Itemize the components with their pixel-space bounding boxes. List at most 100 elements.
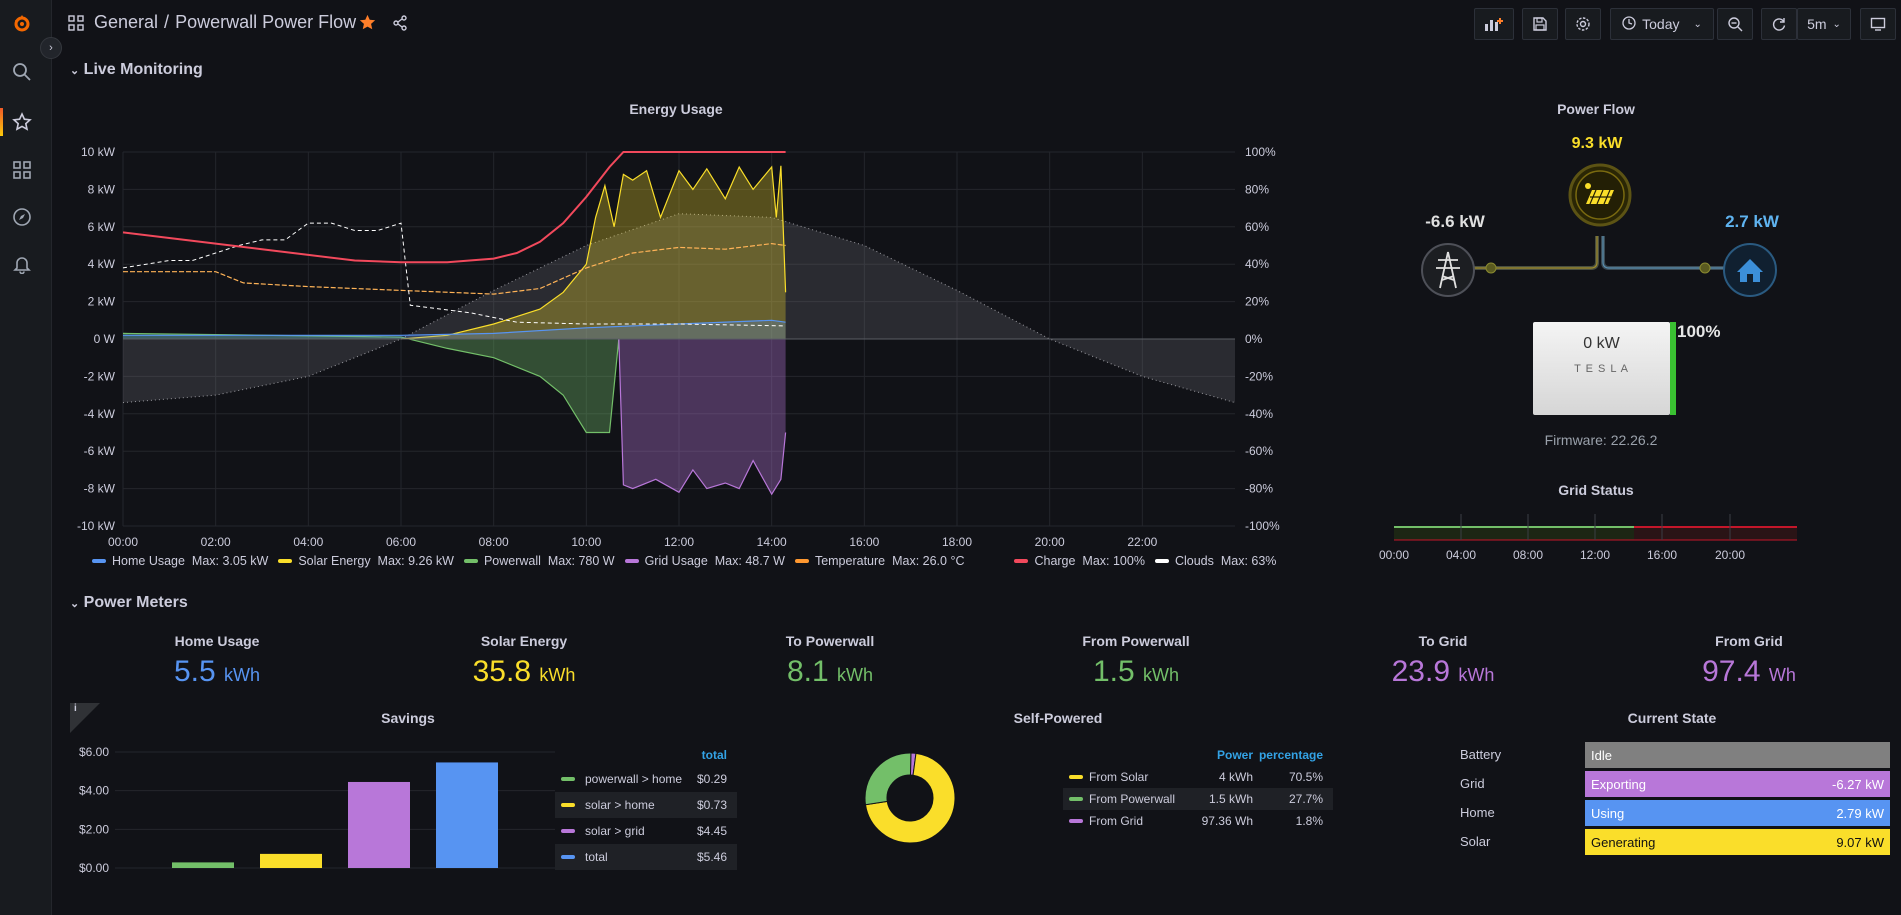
grid-tower-icon [1421, 243, 1475, 297]
series-temperature-line [123, 242, 786, 295]
stat-title: Solar Energy [480, 633, 568, 649]
legend-swatch [561, 829, 575, 833]
star-favorite-icon[interactable] [359, 14, 376, 36]
savings-row-label: solar > home [585, 798, 655, 812]
state-label-home: Home [1460, 805, 1495, 820]
chevron-down-icon: ⌄ [1832, 18, 1841, 30]
legend-item-solar-energy[interactable]: Solar Energy Max: 9.26 kW [278, 554, 454, 568]
dashboards-grid-icon[interactable] [68, 15, 84, 36]
row-power: 1.5 kWh [1208, 792, 1253, 806]
share-icon[interactable] [392, 15, 408, 36]
legend-item-home-usage[interactable]: Home Usage Max: 3.05 kW [92, 554, 268, 568]
save-dashboard-button[interactable] [1522, 8, 1558, 40]
state-text: Generating [1591, 834, 1656, 850]
state-bar-battery: Idle [1585, 742, 1890, 768]
row-power: 97.36 Wh [1201, 814, 1253, 828]
add-panel-button[interactable] [1474, 8, 1514, 40]
series-solar-energy-line [400, 165, 787, 340]
row-label: From Grid [1089, 814, 1143, 828]
header-power[interactable]: Power [1216, 748, 1253, 762]
expand-sidebar-button[interactable]: › [40, 37, 62, 59]
legend-item-powerwall[interactable]: Powerwall Max: 780 W [463, 554, 615, 568]
savings-row[interactable]: solar > home $0.73 [555, 792, 737, 818]
y-tick-label: $2.00 [79, 822, 109, 836]
savings-row-value: $0.29 [696, 772, 727, 786]
y-left-tick-label: -8 kW [84, 482, 116, 496]
dashboards-icon[interactable] [10, 158, 34, 182]
series-solar-forecast-area [123, 213, 1235, 403]
series-solar-forecast-line [122, 213, 1236, 404]
stat-solar-energy: Solar Energy 35.8 kWh [424, 633, 624, 689]
self-powered-row[interactable]: From Powerwall 1.5 kWh 27.7% [1063, 788, 1333, 810]
panel-info-corner[interactable] [70, 703, 100, 733]
row-pct: 27.7% [1288, 792, 1323, 806]
dashboard-title[interactable]: Powerwall Power Flow [175, 12, 357, 32]
grid-tick: 04:00 [1446, 548, 1477, 562]
legend-item-clouds[interactable]: Clouds Max: 63% [1154, 554, 1276, 568]
savings-row[interactable]: powerwall > home $0.29 [555, 766, 737, 792]
savings-row[interactable]: total $5.46 [555, 844, 737, 870]
y-left-tick-label: -2 kW [84, 369, 116, 383]
legend-max: Max: 48.7 W [714, 554, 785, 568]
legend-item-grid-usage[interactable]: Grid Usage Max: 48.7 W [624, 554, 785, 568]
legend-swatch [624, 559, 639, 563]
info-icon[interactable]: i [74, 703, 77, 714]
savings-header[interactable]: total [701, 748, 727, 762]
legend-item-charge[interactable]: Charge Max: 100% [1014, 554, 1145, 568]
tv-mode-button[interactable] [1860, 8, 1896, 40]
row-power-meters[interactable]: ⌄ Power Meters [70, 594, 188, 612]
breadcrumb-folder[interactable]: General [94, 12, 159, 32]
dashboard-settings-button[interactable] [1565, 8, 1601, 40]
savings-bar-chart: $6.00 $4.00 $2.00 $0.00 [79, 745, 555, 875]
y-right-tick-label: 20% [1245, 295, 1269, 309]
self-powered-row[interactable]: From Solar 4 kWh 70.5% [1063, 766, 1333, 788]
stat-from-grid: From Grid 97.4 Wh [1649, 633, 1849, 689]
zoom-out-button[interactable] [1717, 8, 1753, 40]
stat-unit: Wh [1768, 665, 1796, 685]
refresh-button[interactable] [1761, 8, 1797, 40]
legend-label: Home Usage [112, 554, 185, 568]
y-right-tick-label: 0% [1245, 332, 1263, 346]
state-bar-grid: Exporting -6.27 kW [1585, 771, 1890, 797]
grafana-logo-icon[interactable] [10, 11, 34, 35]
explore-compass-icon[interactable] [10, 205, 34, 229]
refresh-interval-picker[interactable]: 5m ⌄ [1797, 8, 1851, 40]
x-tick-label: 02:00 [201, 535, 231, 549]
grid-status-timeline [1394, 514, 1797, 541]
savings-bar [348, 781, 410, 868]
y-tick-label: $4.00 [79, 784, 109, 798]
home-power-value: 2.7 kW [1725, 212, 1779, 231]
alerting-bell-icon[interactable] [10, 252, 34, 276]
solar-panel-icon [1568, 163, 1632, 227]
savings-row-value: $4.45 [696, 824, 727, 838]
stat-value: 5.5 [173, 655, 216, 688]
legend-item-temperature[interactable]: Temperature Max: 26.0 °C [794, 554, 964, 568]
series-grid-usage-line [618, 338, 787, 496]
savings-row[interactable]: solar > grid $4.45 [555, 818, 737, 844]
y-left-tick-label: -4 kW [84, 407, 116, 421]
time-range-picker[interactable]: Today ⌄ [1610, 8, 1714, 40]
row-live-monitoring[interactable]: ⌄ Live Monitoring [70, 61, 203, 79]
legend-swatch [92, 559, 106, 563]
grid-tick: 20:00 [1715, 548, 1746, 562]
stat-value: 97.4 [1702, 655, 1761, 688]
home-icon [1723, 243, 1777, 297]
search-icon[interactable] [10, 60, 34, 84]
savings-row-label: solar > grid [585, 824, 645, 838]
y-right-tick-label: 100% [1245, 145, 1276, 159]
powerwall-unit: 0 kW T E S L A [1533, 322, 1670, 415]
y-right-tick-label: -100% [1245, 519, 1280, 533]
grid-status-axis: 00:00 04:00 08:00 12:00 16:00 20:00 [1375, 548, 1795, 564]
self-powered-header: Power percentage [1063, 748, 1333, 766]
legend-swatch [1069, 819, 1083, 823]
stat-unit: kWh [837, 665, 874, 685]
y-left-tick-label: -6 kW [84, 444, 116, 458]
header-percentage[interactable]: percentage [1258, 748, 1323, 762]
starred-icon[interactable] [10, 110, 34, 134]
stat-to-grid: To Grid 23.9 kWh [1343, 633, 1543, 689]
self-powered-row[interactable]: From Grid 97.36 Wh 1.8% [1063, 810, 1333, 832]
y-left-tick-label: 8 kW [88, 182, 116, 196]
stat-value-line: 23.9 kWh [1343, 655, 1543, 689]
series-home-usage-line [123, 319, 786, 336]
savings-row-value: $0.73 [696, 798, 727, 812]
